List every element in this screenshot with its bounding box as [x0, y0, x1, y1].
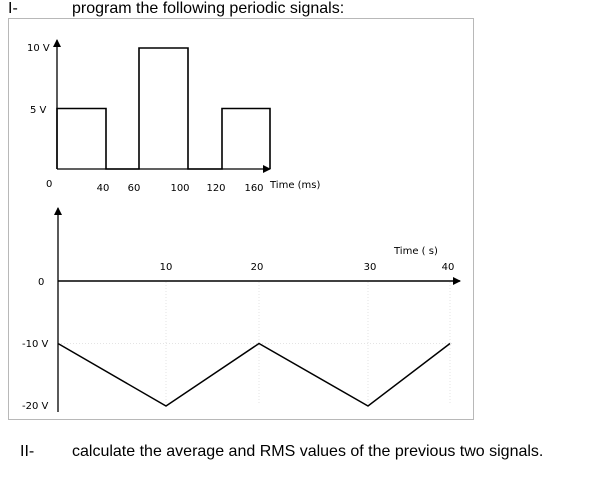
y-tick-label: -20 V	[22, 401, 49, 412]
y-tick-label: 5 V	[30, 105, 47, 116]
x-axis-label: Time (ms)	[269, 180, 321, 191]
y-tick-label: 10 V	[27, 43, 50, 54]
x-tick-label: 60	[128, 183, 141, 194]
triangle-wave-chart: 10 20 30 40 0 -10 V -20 V Time ( s)	[22, 207, 461, 412]
question-2-number: II-	[20, 443, 35, 460]
x-axis-label: Time ( s)	[393, 246, 438, 257]
y-tick-label: -10 V	[22, 339, 49, 350]
x-tick-label: 120	[206, 183, 225, 194]
figure-frame	[8, 18, 474, 420]
signal-line	[56, 47, 271, 170]
question-1-text: program the following periodic signals:	[72, 0, 345, 17]
x-tick-label: 30	[364, 262, 377, 273]
y-tick-label: 0	[38, 277, 44, 288]
x-tick-label: 160	[244, 183, 263, 194]
y-tick-label: 0	[46, 179, 52, 190]
x-tick-label: 100	[170, 183, 189, 194]
x-tick-label: 10	[160, 262, 173, 273]
x-tick-label: 20	[251, 262, 264, 273]
x-tick-label: 40	[442, 262, 455, 273]
x-tick-label: 40	[97, 183, 110, 194]
question-2-text: calculate the average and RMS values of …	[72, 443, 544, 460]
square-wave-chart: 40 60 100 120 160 10 V 5 V 0 Time (ms)	[27, 39, 321, 194]
question-1-number: I-	[8, 0, 18, 17]
signal-line	[57, 342, 451, 407]
